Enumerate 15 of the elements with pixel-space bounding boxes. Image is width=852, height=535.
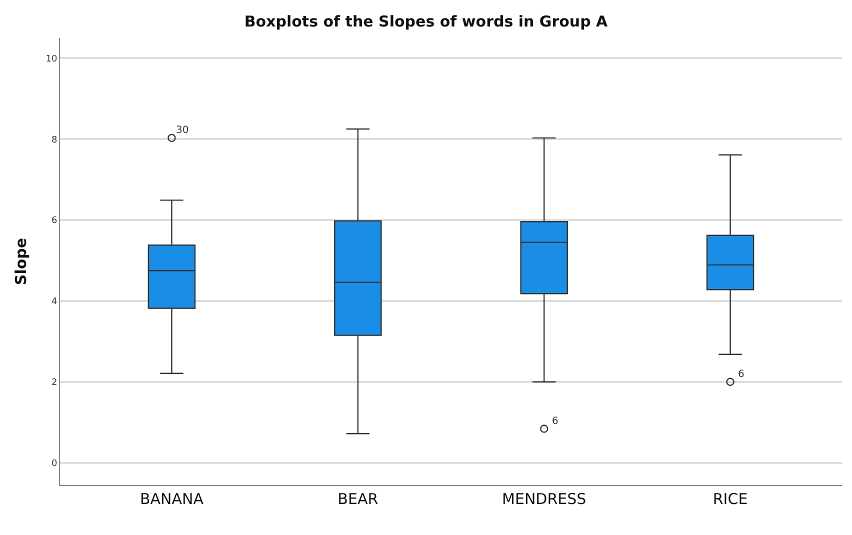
x-tick-label: RICE [712,490,748,508]
y-tick-label: 8 [51,135,58,146]
chart-title: Boxplots of the Slopes of words in Group A [244,12,608,31]
y-tick-label: 10 [46,54,58,64]
x-tick-label: MENDRESS [502,490,586,508]
y-tick-label: 0 [51,458,58,469]
y-tick-label: 4 [51,297,58,308]
annotation: 6 [738,369,744,380]
y-tick-label: 2 [51,378,58,388]
x-tick-label: BEAR [338,490,378,508]
y-axis-title: Slope [12,238,30,286]
annotation: 6 [552,416,558,427]
y-tick-label: 6 [51,216,58,226]
x-tick-label: BANANA [140,490,204,508]
annotation: 30 [176,125,189,136]
